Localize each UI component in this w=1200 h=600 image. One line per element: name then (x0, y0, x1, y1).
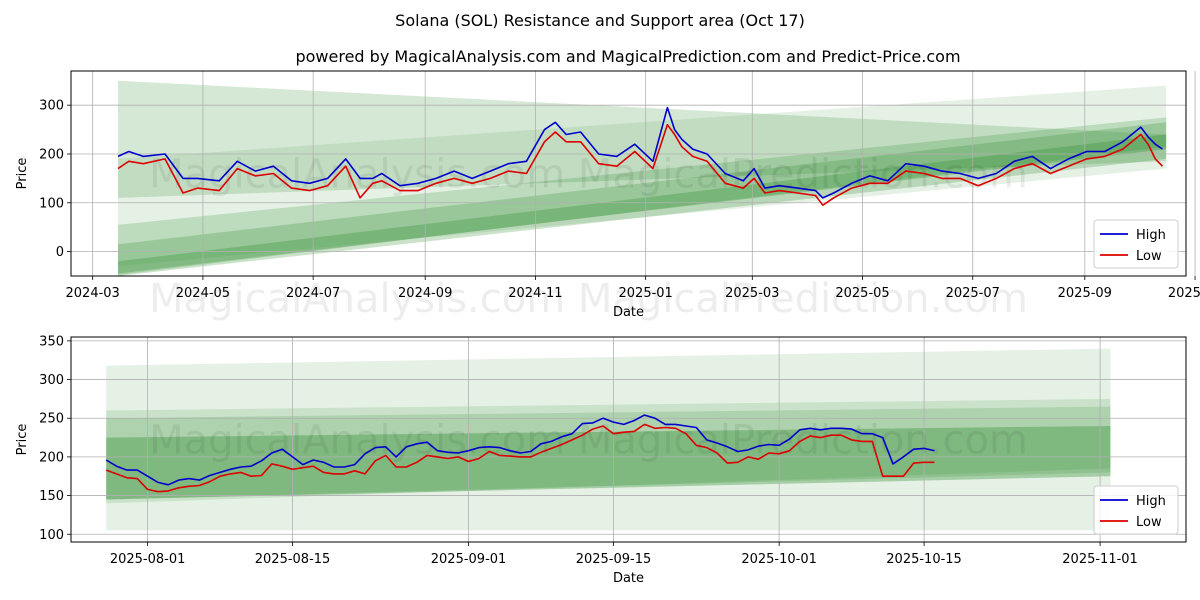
series-lines (105, 414, 935, 493)
series-high-line (117, 106, 1163, 199)
x-tick-label: 2025-01 (619, 286, 673, 301)
legend-box (1093, 219, 1179, 269)
x-tick-label: 2025-11-01 (1062, 552, 1138, 567)
legend: High Low (1093, 219, 1179, 269)
legend-label-high: High (1136, 494, 1166, 509)
series-high-line (105, 414, 935, 486)
y-tick-label: 350 (39, 334, 64, 349)
plot-full-range: 2024-03 2024-05 2024-07 2024-09 2024-11 2025-… (15, 70, 1200, 322)
y-tick-label: 100 (39, 528, 64, 543)
band-2 (117, 117, 1167, 276)
watermark: MagicalAnalysis.com MagicalPrediction.co… (149, 152, 1028, 198)
x-tick-label: 2025-09-15 (576, 552, 652, 567)
y-tick-label: 150 (39, 489, 64, 504)
chart-title: Solana (SOL) Resistance and Support area… (395, 11, 805, 30)
legend-label-low: Low (1136, 515, 1162, 530)
support-resistance-bands (117, 80, 1167, 276)
band-3 (117, 122, 1167, 276)
plot-recent-zoom: 2025-08-01 2025-08-15 2025-09-01 2025-09-15… (15, 334, 1187, 586)
band-2 (106, 406, 1111, 500)
x-tick-label: 2025-07 (946, 286, 1000, 301)
axes-frame (70, 336, 1187, 543)
band-3 (106, 425, 1111, 500)
x-tick-label: 2025-11 (1168, 286, 1200, 301)
chart-subtitle: powered by MagicalAnalysis.com and Magic… (295, 47, 960, 66)
series-low-line (105, 423, 935, 493)
y-tick-label: 200 (39, 147, 64, 162)
x-tick-label: 2025-10-15 (886, 552, 962, 567)
x-axis-label: Date (613, 305, 644, 320)
y-tick-label: 300 (39, 99, 64, 114)
x-axis-label: Date (613, 571, 644, 586)
x-tick-label: 2025-08-15 (255, 552, 331, 567)
x-tick-label: 2025-03 (725, 286, 779, 301)
band-0 (117, 80, 1167, 198)
y-tick-label: 200 (39, 450, 64, 465)
axes-frame (70, 70, 1187, 277)
series-low-line (117, 123, 1164, 206)
x-tick-label: 2025-05 (835, 286, 889, 301)
legend-label-high: High (1136, 228, 1166, 243)
series-lines (117, 106, 1164, 206)
band-1 (106, 398, 1111, 504)
y-tick-label: 250 (39, 412, 64, 427)
y-tick-label: 100 (39, 196, 64, 211)
legend: High Low (1093, 485, 1179, 535)
x-tick-label: 2025-08-01 (110, 552, 186, 567)
x-tick-label: 2024-09 (398, 286, 452, 301)
x-tick-label: 2024-05 (176, 286, 230, 301)
band-1 (117, 85, 1167, 267)
x-tick-label: 2025-10-01 (741, 552, 817, 567)
x-tick-label: 2024-07 (286, 286, 340, 301)
y-tick-label: 300 (39, 373, 64, 388)
x-tick-label: 2025-09-01 (431, 552, 507, 567)
y-axis-label: Price (15, 424, 30, 456)
legend-label-low: Low (1136, 249, 1162, 264)
y-axis-label: Price (15, 158, 30, 190)
x-tick-label: 2025-09 (1058, 286, 1112, 301)
y-tick-label: 0 (56, 245, 64, 260)
x-tick-label: 2024-11 (508, 286, 562, 301)
band-0 (106, 348, 1111, 531)
band-4 (117, 134, 1167, 274)
watermark: MagicalAnalysis.com MagicalPrediction.co… (149, 276, 1028, 322)
legend-box (1093, 485, 1179, 535)
support-resistance-bands (106, 348, 1111, 531)
watermark: MagicalAnalysis.com MagicalPrediction.co… (149, 418, 1028, 464)
x-tick-label: 2024-03 (66, 286, 120, 301)
